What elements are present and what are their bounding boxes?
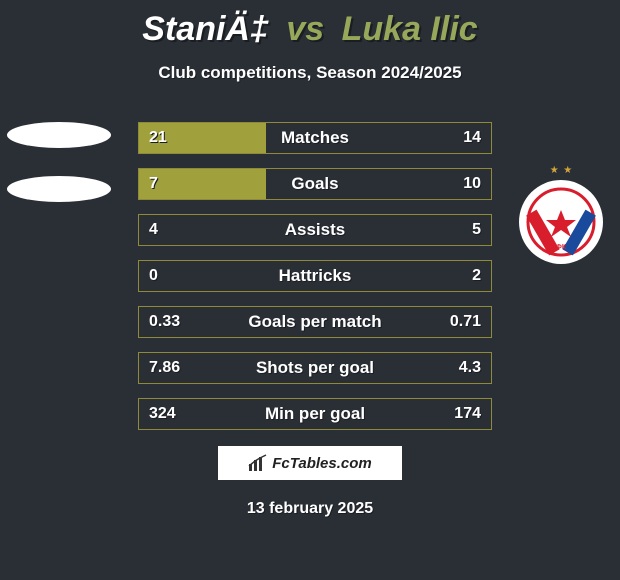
stat-value-left: 21 (149, 129, 167, 147)
stats-bars: Matches21 14 Goals7 10 Assists4 5 Hattricks0 2 G… (138, 122, 492, 444)
stat-value-right: 4.3 (459, 359, 481, 377)
stat-label: Min per goal (139, 404, 491, 424)
comparison-title: StaniÄ‡ vs Luka Ilic (0, 0, 620, 49)
left-club-badge (4, 110, 114, 220)
placeholder-ellipse (7, 176, 111, 202)
stat-row: Shots per goal7.86 4.3 (138, 352, 492, 384)
svg-text:ФК: ФК (556, 244, 567, 251)
stat-value-right: 5 (472, 221, 481, 239)
stat-row: Min per goal324 174 (138, 398, 492, 430)
chart-icon (248, 454, 268, 472)
stat-value-left: 7.86 (149, 359, 180, 377)
crvena-zvezda-crest: ФК (519, 180, 603, 264)
stat-row: Goals per match0.33 0.71 (138, 306, 492, 338)
stat-value-left: 4 (149, 221, 158, 239)
stat-label: Goals per match (139, 312, 491, 332)
player1-name: StaniÄ‡ (142, 10, 269, 48)
crest-stars: ★ ★ (506, 160, 616, 178)
stat-row: Assists4 5 (138, 214, 492, 246)
placeholder-ellipse (7, 122, 111, 148)
subtitle: Club competitions, Season 2024/2025 (0, 63, 620, 83)
crest-icon: ФК (526, 187, 596, 257)
stat-value-left: 7 (149, 175, 158, 193)
stat-value-right: 2 (472, 267, 481, 285)
stat-label: Matches (139, 128, 491, 148)
fctables-text: FcTables.com (272, 455, 371, 472)
right-club-badge: ★ ★ ФК (506, 160, 616, 270)
stat-row: Goals7 10 (138, 168, 492, 200)
stat-value-right: 10 (463, 175, 481, 193)
stat-value-right: 0.71 (450, 313, 481, 331)
stat-row: Matches21 14 (138, 122, 492, 154)
stat-label: Goals (139, 174, 491, 194)
stat-row: Hattricks0 2 (138, 260, 492, 292)
stat-value-left: 0 (149, 267, 158, 285)
stat-value-left: 0.33 (149, 313, 180, 331)
stat-label: Hattricks (139, 266, 491, 286)
vs-separator: vs (286, 10, 324, 48)
stat-label: Shots per goal (139, 358, 491, 378)
stat-value-right: 14 (463, 129, 481, 147)
fctables-logo: FcTables.com (218, 446, 402, 480)
stat-value-right: 174 (454, 405, 481, 423)
date-text: 13 february 2025 (0, 500, 620, 518)
stat-value-left: 324 (149, 405, 176, 423)
stat-label: Assists (139, 220, 491, 240)
player2-name: Luka Ilic (342, 10, 478, 48)
